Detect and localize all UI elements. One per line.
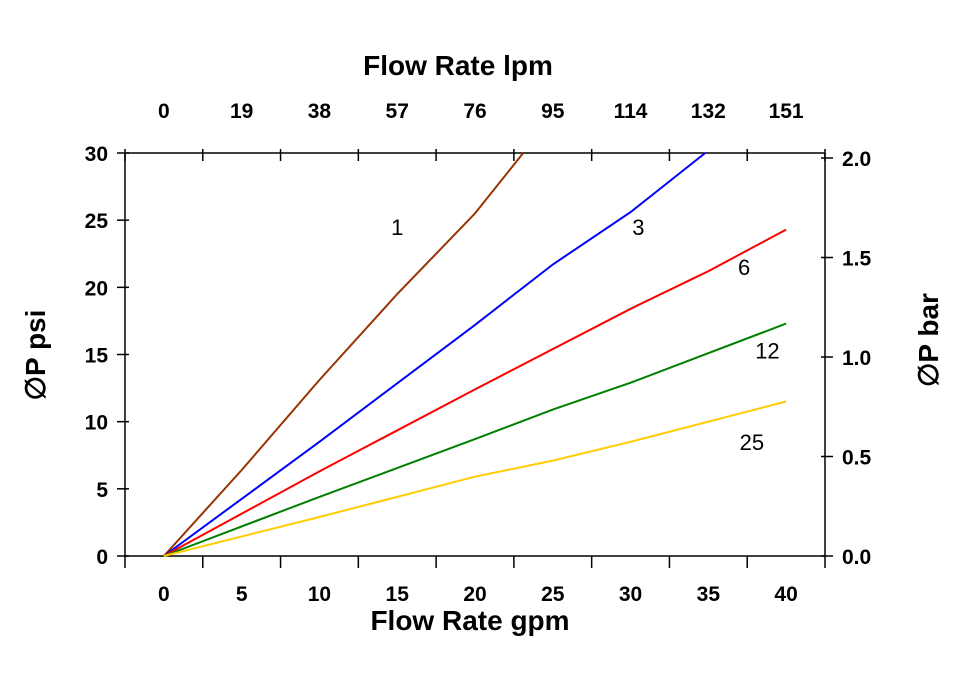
series-line-25: [163, 400, 787, 557]
y2-tick-label: 0.0: [842, 546, 871, 569]
y2-tick-label: 1.0: [842, 347, 871, 370]
x-tick-label: 20: [463, 583, 486, 606]
series-label-1: 1: [391, 215, 403, 240]
x2-tick-label: 57: [386, 100, 409, 123]
y-tick-label: 0: [96, 546, 108, 569]
series-label-25: 25: [740, 430, 764, 455]
x-tick-label: 15: [386, 583, 410, 606]
x-tick-label: 0: [158, 583, 170, 606]
y2-axis-title: ∅P bar: [913, 293, 944, 387]
series-label-12: 12: [755, 338, 779, 363]
x2-tick-label: 19: [230, 100, 253, 123]
x2-tick-label: 132: [691, 100, 726, 123]
y-tick-label: 30: [85, 143, 108, 166]
series-label-3: 3: [632, 215, 644, 240]
x2-tick-label: 76: [463, 100, 486, 123]
x-tick-label: 40: [774, 583, 797, 606]
series-label-6: 6: [738, 255, 750, 280]
x2-tick-label: 151: [769, 100, 804, 123]
x2-tick-label: 95: [541, 100, 565, 123]
x-tick-label: 35: [697, 583, 721, 606]
x2-axis-title: Flow Rate lpm: [363, 50, 553, 81]
x2-tick-label: 38: [308, 100, 332, 123]
x-tick-label: 5: [236, 583, 248, 606]
series-line-6: [163, 228, 787, 557]
x-tick-label: 10: [308, 583, 331, 606]
y-tick-label: 15: [85, 345, 109, 368]
x-tick-label: 30: [619, 583, 642, 606]
y-axis-title: ∅P psi: [20, 310, 51, 401]
series-line-3: [163, 152, 706, 557]
x2-tick-label: 0: [158, 100, 170, 123]
series-line-12: [163, 322, 787, 557]
y-tick-label: 5: [96, 479, 108, 502]
y2-tick-label: 0.5: [842, 447, 872, 470]
x2-tick-label: 114: [614, 100, 648, 123]
y-tick-label: 10: [85, 412, 108, 435]
x-tick-label: 25: [541, 583, 565, 606]
y-tick-label: 25: [85, 210, 109, 233]
y-tick-label: 20: [85, 277, 108, 300]
x-axis-title: Flow Rate gpm: [370, 605, 569, 636]
series-line-1: [163, 152, 524, 557]
y2-tick-label: 1.5: [842, 248, 872, 271]
y2-tick-label: 2.0: [842, 148, 871, 171]
